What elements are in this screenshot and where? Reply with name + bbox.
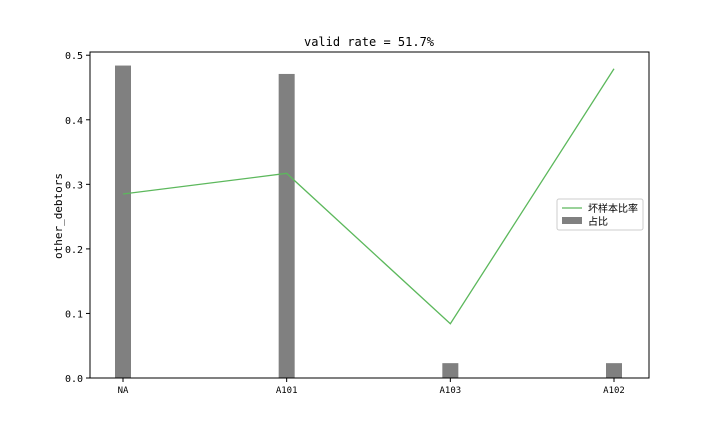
y-tick-label: 0.0 (65, 374, 83, 385)
y-tick-label: 0.5 (65, 51, 83, 62)
line-series (122, 68, 615, 325)
bar (606, 363, 622, 378)
y-axis-label: other_debtors (52, 173, 65, 259)
bar (442, 363, 459, 378)
x-tick-label: A102 (603, 386, 625, 396)
x-tick-label: A103 (439, 386, 461, 396)
legend-label: 占比 (588, 215, 608, 228)
chart-title: valid rate = 51.7% (304, 35, 435, 49)
legend-label: 坏样本比率 (588, 202, 638, 215)
x-tick-label: A101 (276, 386, 298, 396)
x-tick-label: NA (118, 386, 129, 396)
y-tick-label: 0.3 (65, 180, 83, 191)
plot-frame (89, 51, 650, 379)
y-tick-label: 0.1 (65, 309, 83, 320)
y-tick-label: 0.2 (65, 245, 83, 256)
lines-group (122, 68, 615, 325)
bar (278, 73, 295, 378)
y-ticks-group: 0.0 0.1 0.2 0.3 0.4 0.5 (65, 51, 90, 385)
legend-bar-swatch (562, 217, 582, 224)
bar (115, 65, 131, 379)
x-ticks-group: NA A101 A103 A102 (118, 378, 625, 396)
bars-group (115, 65, 622, 379)
y-tick-label: 0.4 (65, 116, 83, 127)
